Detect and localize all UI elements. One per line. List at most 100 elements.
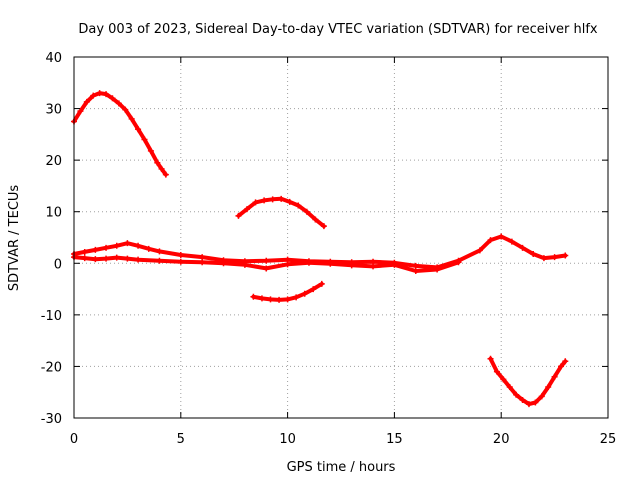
data-point — [92, 246, 99, 253]
x-tick-label: 25 — [600, 432, 617, 447]
series-arc-late-low — [487, 355, 569, 408]
y-tick-label: -20 — [41, 360, 62, 375]
data-point — [77, 108, 84, 115]
data-point — [391, 261, 398, 268]
data-point — [327, 260, 334, 267]
data-point — [278, 195, 285, 202]
data-point — [532, 399, 539, 406]
data-point — [113, 254, 120, 261]
series-arc-early-high — [71, 90, 169, 178]
data-point — [538, 393, 545, 400]
x-tick-label: 0 — [70, 432, 78, 447]
data-point — [320, 223, 327, 230]
grid — [74, 57, 608, 418]
data-point — [261, 197, 268, 204]
data-point — [476, 247, 483, 254]
data-point — [348, 262, 355, 269]
x-tick-label: 20 — [493, 432, 510, 447]
y-tick-label: 30 — [45, 103, 62, 118]
data-point — [506, 384, 513, 391]
plot-frame — [73, 56, 609, 419]
data-point — [513, 391, 520, 398]
data-point — [540, 255, 547, 262]
data-point — [487, 237, 494, 244]
data-point — [92, 256, 99, 263]
data-point — [135, 242, 142, 249]
data-point — [156, 248, 163, 255]
data-point — [412, 262, 419, 269]
data-point — [158, 165, 165, 172]
series-arc-mid-negative — [250, 280, 325, 303]
data-point — [128, 115, 135, 122]
data-point — [312, 216, 319, 223]
data-point — [96, 90, 103, 97]
data-point — [310, 286, 317, 293]
data-point — [519, 396, 526, 403]
y-tick-label: -30 — [41, 412, 62, 427]
data-point — [412, 268, 419, 275]
data-point — [252, 199, 259, 206]
data-point — [498, 233, 505, 240]
x-tick-label: 15 — [386, 432, 403, 447]
series-layer — [71, 90, 569, 408]
data-point — [263, 257, 270, 264]
data-point — [109, 95, 116, 102]
data-point — [141, 136, 148, 143]
data-point — [508, 238, 515, 245]
data-point — [500, 376, 507, 383]
y-tick-label: 10 — [45, 206, 62, 221]
x-tick-label: 10 — [279, 432, 296, 447]
data-point — [145, 245, 152, 252]
data-point — [525, 401, 532, 408]
y-axis-label: SDTVAR / TECUs — [7, 185, 22, 292]
data-point — [263, 265, 270, 272]
data-point — [135, 256, 142, 263]
series-line — [72, 91, 168, 177]
data-point — [562, 252, 569, 259]
data-point — [124, 240, 131, 247]
data-point — [135, 126, 142, 133]
data-point — [113, 242, 120, 249]
series-arc-mid-positive — [235, 195, 327, 230]
data-point — [103, 244, 110, 251]
data-point — [81, 255, 88, 262]
data-point — [156, 257, 163, 264]
data-point — [295, 202, 302, 209]
data-point — [162, 171, 169, 178]
data-point — [318, 280, 325, 287]
series-line — [72, 255, 461, 273]
data-point — [455, 259, 462, 266]
data-point — [434, 266, 441, 273]
series-line — [488, 356, 568, 407]
series-line — [236, 196, 326, 229]
data-point — [199, 254, 206, 261]
data-point — [519, 244, 526, 251]
data-point — [284, 296, 291, 303]
y-tick-label: -10 — [41, 309, 62, 324]
data-point — [276, 296, 283, 303]
data-point — [235, 212, 242, 219]
y-tick-label: 20 — [45, 154, 62, 169]
data-point — [558, 363, 565, 370]
data-point — [551, 373, 558, 380]
data-point — [115, 100, 122, 107]
data-point — [286, 198, 293, 205]
data-point — [122, 106, 129, 113]
y-tick-label: 0 — [54, 257, 62, 272]
data-point — [487, 355, 494, 362]
data-point — [90, 92, 97, 99]
tick-labels: 0 5 10 15 20 25 -30 -20 -10 0 10 20 30 40 — [41, 51, 617, 447]
data-point — [124, 255, 131, 262]
data-point — [177, 258, 184, 265]
data-point — [177, 252, 184, 259]
data-point — [551, 254, 558, 261]
data-point — [545, 384, 552, 391]
data-point — [530, 251, 537, 258]
data-point — [301, 290, 308, 297]
x-axis-label: GPS time / hours — [287, 460, 396, 475]
data-point — [199, 259, 206, 266]
data-point — [269, 196, 276, 203]
data-point — [493, 368, 500, 375]
chart-title: Day 003 of 2023, Sidereal Day-to-day VTE… — [78, 22, 598, 37]
